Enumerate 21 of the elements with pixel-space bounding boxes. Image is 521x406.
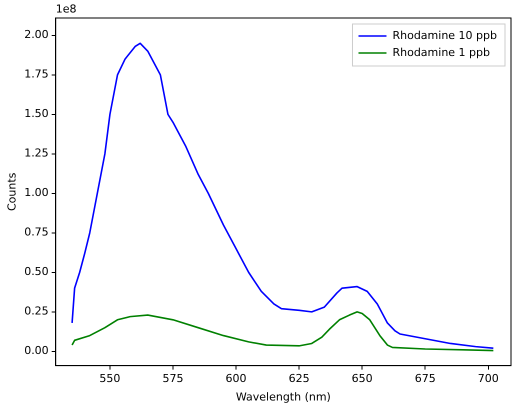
x-tick-label: 600: [226, 372, 247, 386]
y-tick-label: 0.00: [24, 344, 49, 358]
x-tick-label: 675: [414, 372, 436, 386]
x-tick-label: 575: [162, 372, 184, 386]
y-tick-label: 0.75: [24, 226, 49, 239]
x-tick-label: 700: [478, 372, 499, 386]
y-tick-label: 1.25: [24, 146, 49, 160]
y-tick-label: 0.25: [24, 304, 49, 318]
x-tick-label: 550: [99, 372, 120, 386]
y-tick-label: 1.75: [24, 68, 49, 81]
y-tick-label: 2.00: [24, 28, 49, 42]
text: 1e8: [56, 2, 76, 16]
y-tick-label: 1.50: [24, 107, 49, 120]
x-tick-label: 650: [352, 372, 373, 386]
y-tick-label: 1.00: [24, 186, 49, 200]
legend-label: Rhodamine 10 ppb: [392, 28, 498, 42]
y-tick-label: 0.50: [24, 265, 49, 278]
x-axis-title: Wavelength (nm): [236, 390, 331, 404]
x-tick-label: 625: [288, 372, 310, 386]
y-axis-title: Counts: [5, 172, 18, 212]
legend-label: Rhodamine 1 ppb: [392, 46, 490, 59]
